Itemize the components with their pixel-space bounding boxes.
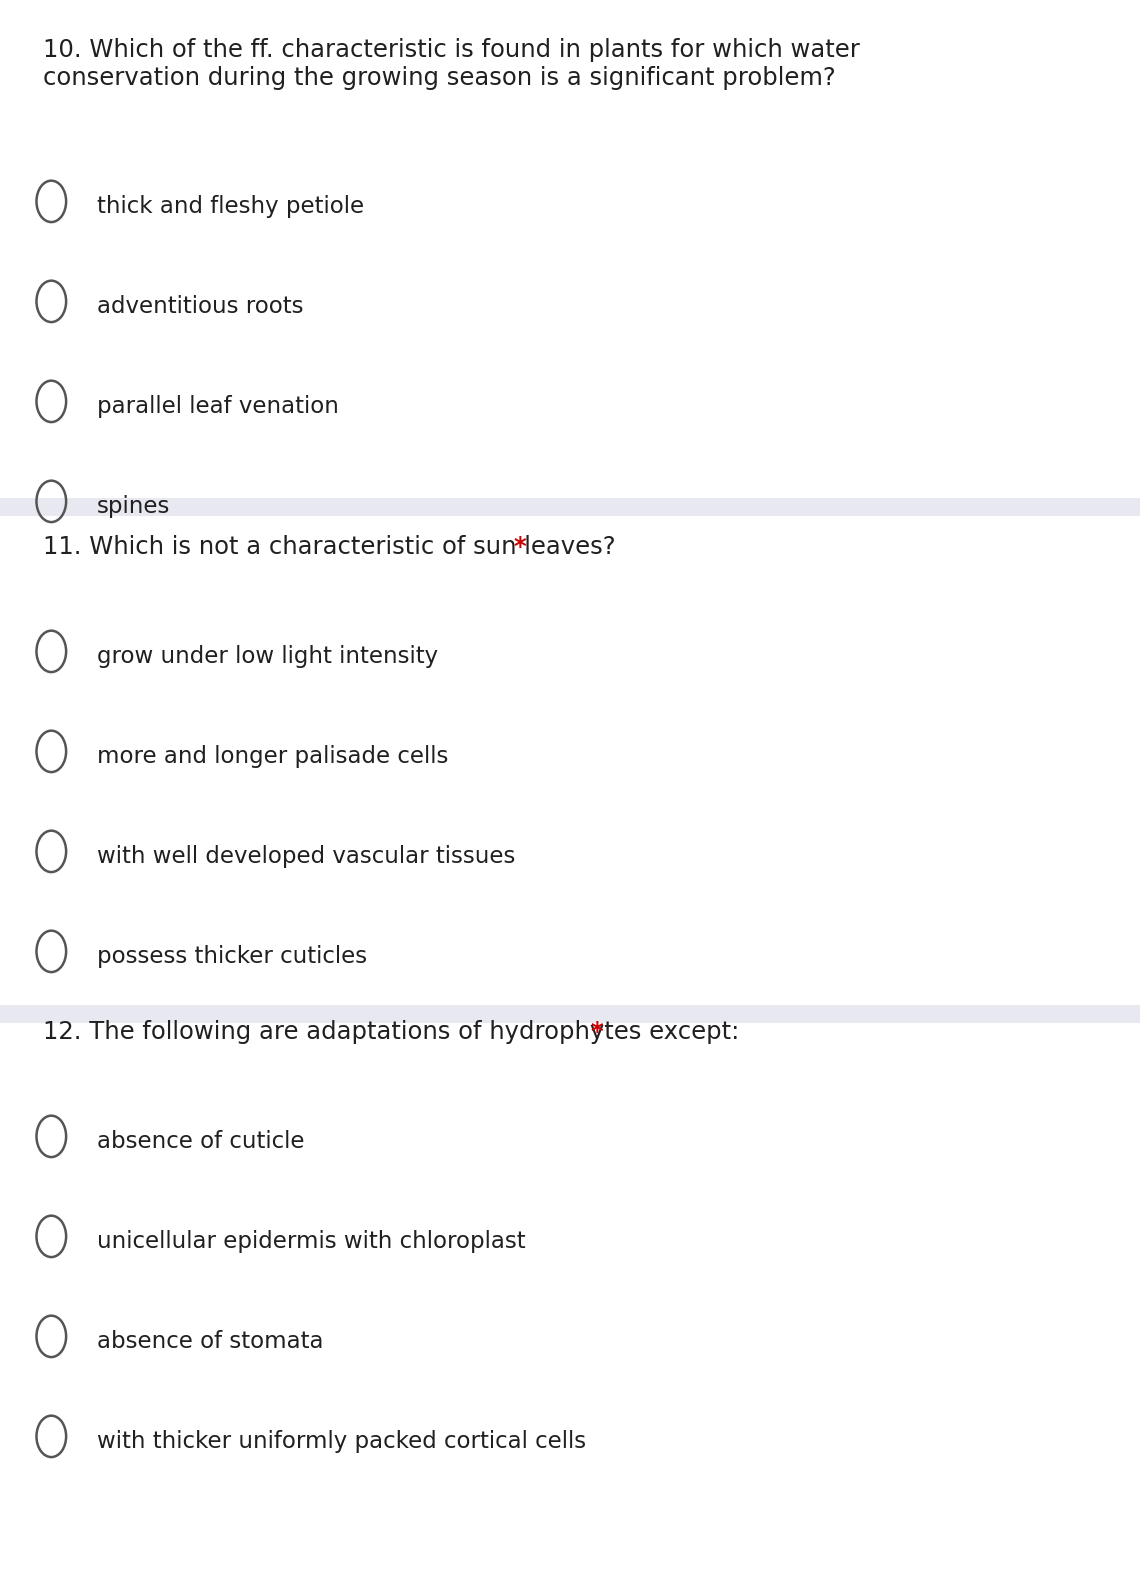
Text: 11. Which is not a characteristic of sun leaves?: 11. Which is not a characteristic of sun… (43, 535, 616, 559)
FancyBboxPatch shape (0, 499, 1140, 516)
Text: thick and fleshy petiole: thick and fleshy petiole (97, 194, 364, 218)
Text: with thicker uniformly packed cortical cells: with thicker uniformly packed cortical c… (97, 1431, 586, 1453)
Text: 10. Which of the ff. characteristic is found in plants for which water
conservat: 10. Which of the ff. characteristic is f… (43, 38, 861, 89)
Text: more and longer palisade cells: more and longer palisade cells (97, 746, 448, 768)
Text: *: * (591, 1020, 603, 1043)
Text: possess thicker cuticles: possess thicker cuticles (97, 945, 367, 969)
Text: with well developed vascular tissues: with well developed vascular tissues (97, 844, 515, 868)
Text: unicellular epidermis with chloroplast: unicellular epidermis with chloroplast (97, 1230, 526, 1254)
FancyBboxPatch shape (0, 1005, 1140, 1023)
Text: adventitious roots: adventitious roots (97, 295, 303, 319)
Text: *: * (513, 535, 526, 559)
Text: absence of cuticle: absence of cuticle (97, 1129, 304, 1153)
Text: parallel leaf venation: parallel leaf venation (97, 395, 339, 417)
Text: 12. The following are adaptations of hydrophytes except:: 12. The following are adaptations of hyd… (43, 1020, 740, 1043)
Text: spines: spines (97, 495, 170, 518)
Text: grow under low light intensity: grow under low light intensity (97, 645, 438, 667)
Text: absence of stomata: absence of stomata (97, 1330, 324, 1352)
